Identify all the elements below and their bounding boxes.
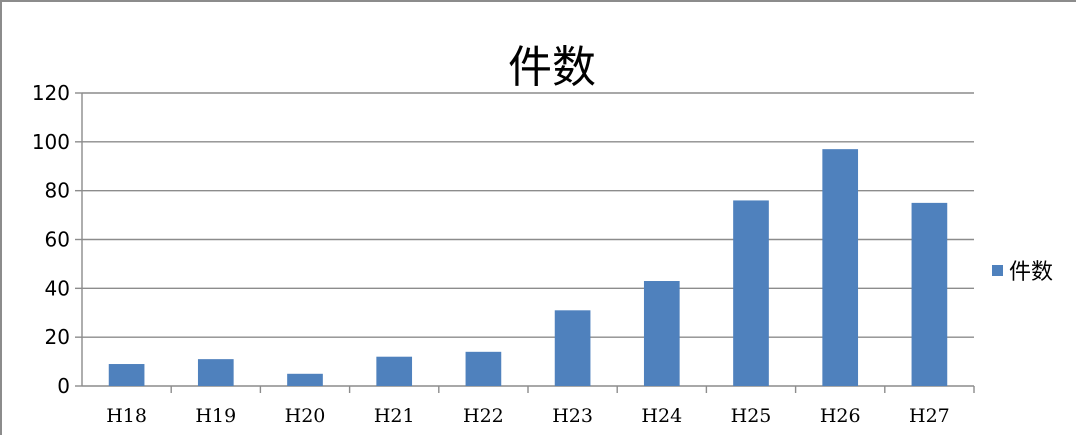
bar-h24 (643, 281, 680, 386)
x-tick-label: H27 (909, 405, 950, 427)
bar-h23 (554, 310, 591, 386)
legend-swatch (992, 265, 1003, 276)
x-tick-label: H26 (820, 405, 861, 427)
bar-h27 (911, 202, 948, 386)
y-tick-label: 80 (45, 179, 70, 203)
x-tick-label: H21 (374, 405, 415, 427)
x-tick-label: H25 (731, 405, 772, 427)
y-tick-label: 120 (32, 81, 70, 105)
legend-label: 件数 (1009, 260, 1053, 285)
y-tick-label: 60 (45, 228, 70, 252)
y-tick-label: 20 (45, 325, 70, 349)
x-tick-label: H23 (552, 405, 593, 427)
bar-h18 (108, 364, 145, 386)
bar-h26 (822, 149, 859, 386)
bar-h25 (733, 200, 769, 386)
x-tick-label: H22 (463, 405, 504, 427)
y-tick-label: 0 (57, 374, 70, 398)
y-tick-label: 40 (45, 276, 70, 300)
bars (108, 149, 948, 386)
x-tick-labels: H18 H19 H20 H21 H22 H23 H24 H25 H26 H27 (106, 405, 950, 427)
y-tick-labels: 0 20 40 60 80 100 120 (32, 81, 70, 398)
x-tick-label: H24 (641, 405, 682, 427)
chart-title: 件数 (508, 42, 596, 93)
x-tick-label: H20 (285, 405, 326, 427)
bar-h21 (376, 356, 413, 386)
bar-h22 (465, 351, 502, 386)
bar-h20 (287, 373, 323, 386)
bar-h19 (197, 359, 234, 386)
x-tick-label: H18 (106, 405, 147, 427)
y-tick-label: 100 (32, 130, 70, 154)
x-tick-label: H19 (195, 405, 236, 427)
legend: 件数 (992, 260, 1053, 285)
